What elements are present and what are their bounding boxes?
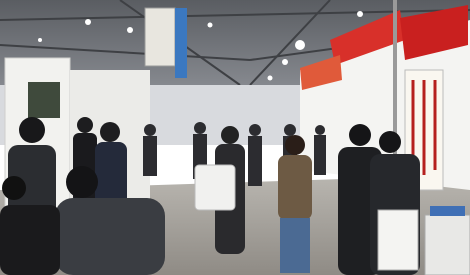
shopping-bag [195, 165, 235, 210]
shopping-bag [378, 210, 418, 270]
brochures [430, 206, 465, 216]
page: {} [0, 0, 470, 275]
hanging-banner [145, 8, 175, 66]
scene [0, 0, 470, 275]
booth-poster [28, 82, 60, 118]
display-table [425, 215, 470, 275]
hanging-banner-blue [175, 8, 187, 78]
